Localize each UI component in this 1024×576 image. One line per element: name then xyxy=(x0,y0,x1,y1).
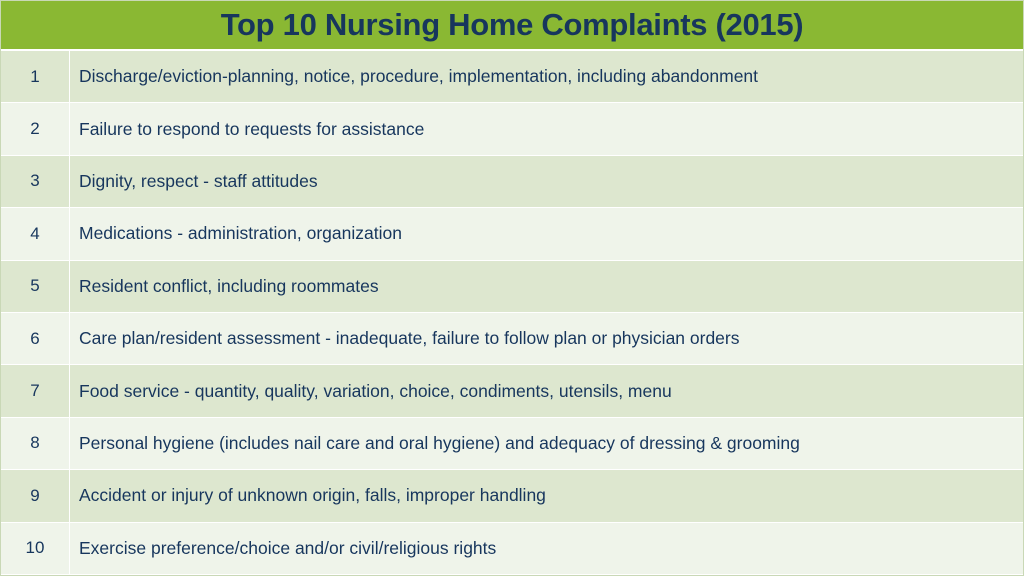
table-row: 7 Food service - quantity, quality, vari… xyxy=(1,365,1023,418)
rank-cell: 2 xyxy=(1,103,70,155)
table-row: 2 Failure to respond to requests for ass… xyxy=(1,103,1023,156)
complaint-cell: Accident or injury of unknown origin, fa… xyxy=(79,485,546,506)
complaint-cell: Care plan/resident assessment - inadequa… xyxy=(79,328,740,349)
table-row: 1 Discharge/eviction-planning, notice, p… xyxy=(1,51,1023,104)
title-bar: Top 10 Nursing Home Complaints (2015) xyxy=(1,1,1023,51)
rank-cell: 6 xyxy=(1,312,70,365)
rank-cell: 1 xyxy=(1,51,70,103)
complaint-cell: Medications - administration, organizati… xyxy=(79,223,402,244)
table-row: 10 Exercise preference/choice and/or civ… xyxy=(1,522,1023,575)
rank-cell: 7 xyxy=(1,365,70,417)
complaint-cell: Dignity, respect - staff attitudes xyxy=(79,170,318,191)
rank-cell: 9 xyxy=(1,470,70,522)
table-row: 5 Resident conflict, including roommates xyxy=(1,260,1023,313)
rank-cell: 5 xyxy=(1,260,70,312)
table-row: 8 Personal hygiene (includes nail care a… xyxy=(1,417,1023,471)
complaint-cell: Food service - quantity, quality, variat… xyxy=(79,380,672,401)
rank-cell: 8 xyxy=(1,417,70,470)
table-row: 9 Accident or injury of unknown origin, … xyxy=(1,470,1023,523)
complaints-table: 1 Discharge/eviction-planning, notice, p… xyxy=(1,51,1023,575)
table-row: 4 Medications - administration, organiza… xyxy=(1,208,1023,261)
complaint-cell: Exercise preference/choice and/or civil/… xyxy=(79,537,497,558)
complaint-cell: Personal hygiene (includes nail care and… xyxy=(79,432,800,453)
table-row: 3 Dignity, respect - staff attitudes xyxy=(1,155,1023,209)
rank-cell: 3 xyxy=(1,155,70,208)
page-title: Top 10 Nursing Home Complaints (2015) xyxy=(220,7,804,42)
rank-cell: 10 xyxy=(1,522,70,574)
complaint-cell: Failure to respond to requests for assis… xyxy=(79,118,425,139)
rank-cell: 4 xyxy=(1,208,70,260)
complaint-cell: Resident conflict, including roommates xyxy=(79,275,379,296)
complaint-cell: Discharge/eviction-planning, notice, pro… xyxy=(79,66,759,87)
table-row: 6 Care plan/resident assessment - inadeq… xyxy=(1,312,1023,366)
